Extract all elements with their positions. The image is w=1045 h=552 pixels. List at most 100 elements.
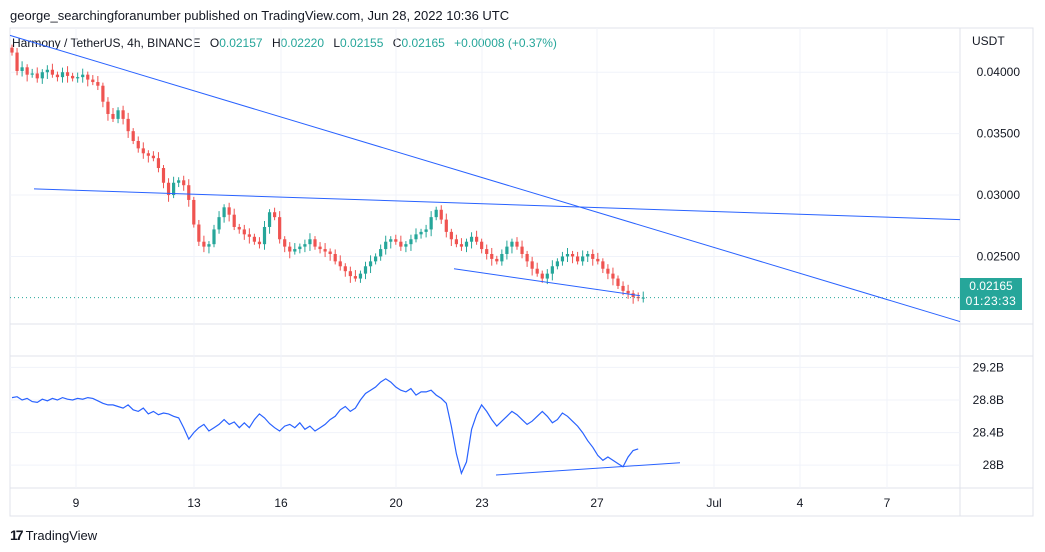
candle-body [591,253,595,259]
symbol-title: Harmony / TetherUS, 4h, BINANCE [12,36,201,50]
candle-body [560,256,565,262]
candle-body [459,244,464,247]
candle-body [313,239,317,247]
time-tick-label: Jul [706,496,721,510]
candle-body [384,241,388,250]
candle-body [333,253,337,262]
high-value: 0.02220 [280,36,324,50]
y-axis-unit: USDT [972,34,1005,48]
candle-body [298,246,302,250]
open-value: 0.02157 [219,36,263,50]
candle-body [267,212,272,227]
candle-body [449,231,453,240]
candle-body [116,110,120,119]
price-tick-label: 0.03000 [977,188,1021,202]
price-tick-label: 0.04000 [977,65,1021,79]
indicator-trendline[interactable] [495,462,681,476]
time-tick-label: 27 [590,496,604,510]
price-tick-label: 0.02500 [977,249,1021,263]
indicator-tick-label: 28.8B [973,393,1004,407]
candle-body [555,261,559,267]
high-label: H [271,36,281,50]
candle-body [212,229,216,245]
candle-body [262,226,267,245]
candle-body [15,52,19,71]
candle-body [318,246,322,250]
indicator-tick-label: 29.2B [973,360,1004,374]
candle-body [469,236,474,242]
change-value: +0.00008 (+0.37%) [454,36,557,50]
candle-body [485,249,489,254]
candle-body [227,207,231,215]
candle-body [81,74,85,78]
close-value: 0.02165 [401,36,445,50]
close-label: C [392,36,402,50]
price-trendline[interactable] [33,188,961,221]
candle-body [222,207,226,218]
candle-body [358,273,363,279]
candle-body [586,253,590,257]
candle-body [353,276,357,279]
indicator-tick-label: 28B [983,458,1004,472]
candle-body [576,256,580,262]
candle-body [343,266,347,272]
candle-body [252,236,256,242]
candle-body [106,101,110,114]
candle-body [60,72,65,78]
open-label: O [209,36,220,50]
candle-body [641,297,645,299]
candle-body [348,271,352,277]
candle-body [283,239,287,247]
candle-body [111,113,115,119]
candle-body [76,77,80,79]
candle-body [520,246,524,254]
candle-body [515,241,519,247]
candle-body [141,148,145,154]
candle-body [303,244,307,247]
candle-body [166,182,171,196]
price-trendline[interactable] [9,34,961,323]
time-tick-label: 16 [274,496,288,510]
candle-body [91,79,95,83]
candle-body [136,140,140,149]
candle-body [338,261,342,267]
candle-body [96,82,100,86]
candle-body [197,224,201,242]
indicator-tick-label: 28.4B [973,426,1004,440]
candle-body [394,239,398,242]
candle-body [379,249,383,257]
candle-body [323,249,327,252]
candle-body [500,253,504,262]
time-tick-label: 7 [884,496,891,510]
candle-body [207,244,211,247]
candle-body [429,217,433,230]
candle-body [35,73,39,79]
candle-body [454,239,458,245]
time-tick-label: 4 [797,496,804,510]
candle-body [237,226,241,230]
candle-body [404,244,408,247]
candle-body [596,258,600,262]
candle-body [606,268,610,274]
bar-countdown-label: 01:23:33 [965,294,1017,308]
candle-body [545,273,549,279]
candle-body [565,253,570,257]
candle-body [192,199,196,225]
candle-body [202,241,206,247]
candle-body [434,209,438,218]
current-price-label: 0.02165 [969,279,1013,293]
candle-body [490,253,494,259]
tradingview-logo[interactable]: 17 TradingView [10,527,97,543]
candle-body [389,239,393,242]
candle-body [399,241,403,247]
price-trendline[interactable] [453,268,641,297]
symbol-legend: Harmony / TetherUS, 4h, BINANCE O0.02157… [12,36,557,50]
candle-body [444,219,448,232]
tradingview-brand: TradingView [25,527,98,543]
candle-body [308,239,312,245]
candle-body [475,236,479,242]
publisher-caption: george_searchingforanumber published on … [10,8,510,23]
candle-body [161,168,166,183]
candle-body [232,214,236,227]
